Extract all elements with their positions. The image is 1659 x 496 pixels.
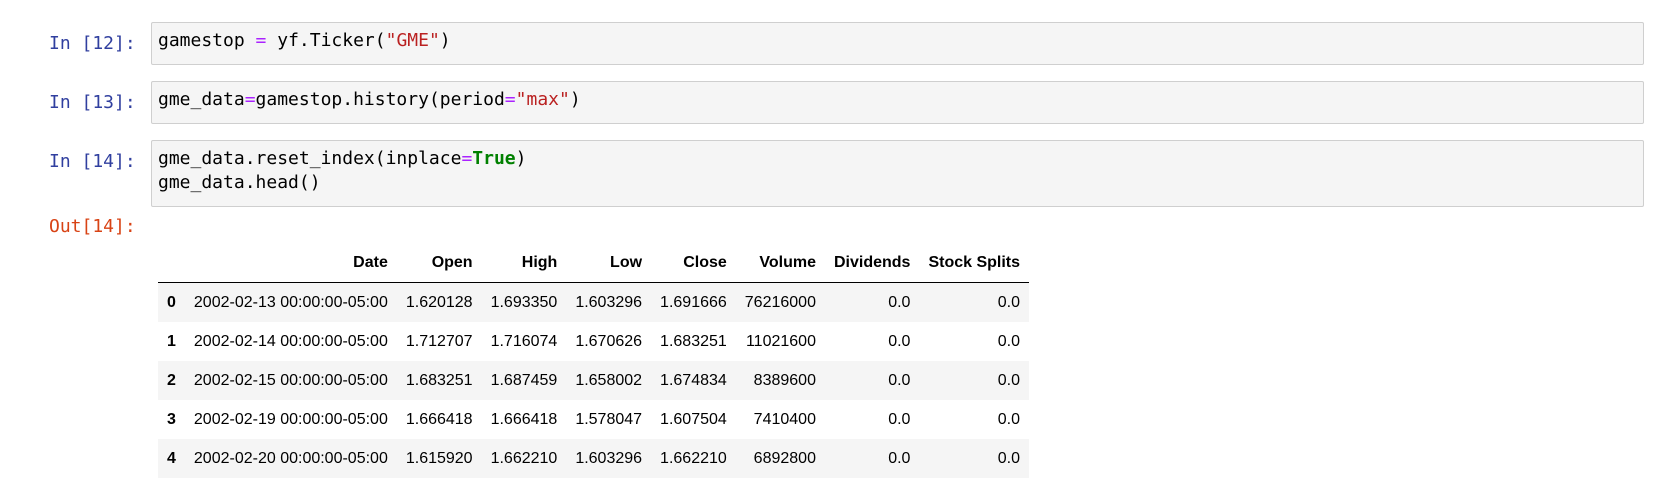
dataframe-output: Date Open High Low Close Volume Dividend…: [158, 244, 1030, 478]
cell-dividends: 0.0: [888, 449, 911, 467]
column-header-stock-splits: Stock Splits: [919, 244, 1030, 283]
input-prompt: In [13]:: [49, 92, 136, 113]
cell-stock-splits: 0.0: [997, 410, 1021, 428]
string-token: "max": [515, 89, 570, 110]
cell-open: 1.712707: [405, 332, 473, 350]
cell-low: 1.658002: [575, 371, 643, 389]
row-index: 0: [167, 293, 176, 311]
keyword-token: True: [472, 148, 516, 169]
cell-stock-splits: 0.0: [997, 332, 1021, 350]
input-prompt: In [14]:: [49, 151, 136, 172]
cell-volume: 8389600: [753, 371, 816, 389]
code-token: gme_data.reset_index(inplace: [158, 148, 462, 169]
cell-volume: 11021600: [745, 332, 816, 350]
column-header-low: Low: [566, 244, 652, 283]
cell-high: 1.662210: [490, 449, 558, 467]
code-input[interactable]: gamestop = yf.Ticker("GME"): [151, 22, 1644, 65]
cell-date: 2002-02-19 00:00:00-05:00: [193, 410, 388, 428]
code-line: gme_data.reset_index(inplace=True): [158, 147, 1637, 171]
cell-open: 1.683251: [405, 371, 473, 389]
code-token: yf.Ticker(: [266, 30, 386, 51]
column-header-dividends: Dividends: [824, 244, 920, 283]
code-line: gamestop = yf.Ticker("GME"): [158, 29, 1637, 53]
cell-date: 2002-02-14 00:00:00-05:00: [193, 332, 388, 350]
cell-high: 1.716074: [490, 332, 558, 350]
cell-date: 2002-02-13 00:00:00-05:00: [193, 293, 388, 311]
cell-stock-splits: 0.0: [997, 449, 1021, 467]
cell-stock-splits: 0.0: [997, 371, 1021, 389]
cell-volume: 76216000: [744, 293, 816, 311]
string-token: "GME": [385, 30, 440, 51]
code-token: ): [569, 89, 581, 110]
row-index: 1: [167, 332, 176, 350]
table-row: 2 2002-02-15 00:00:00-05:00 1.683251 1.6…: [158, 361, 1030, 400]
row-index: 3: [167, 410, 176, 428]
code-input[interactable]: gme_data=gamestop.history(period="max"): [151, 81, 1644, 124]
code-line: gme_data.head(): [158, 171, 1637, 195]
table-row: 4 2002-02-20 00:00:00-05:00 1.615920 1.6…: [158, 439, 1030, 478]
column-header-volume: Volume: [735, 244, 825, 283]
cell-high: 1.687459: [490, 371, 558, 389]
index-header: [158, 244, 185, 283]
cell-low: 1.603296: [575, 293, 643, 311]
operator-token: =: [461, 148, 473, 169]
column-header-high: High: [481, 244, 567, 283]
cell-stock-splits: 0.0: [997, 293, 1021, 311]
code-token: ): [439, 30, 451, 51]
operator-token: =: [255, 30, 267, 51]
cell-dividends: 0.0: [888, 410, 911, 428]
cell-close: 1.662210: [660, 449, 727, 467]
operator-token: =: [504, 89, 516, 110]
cell-close: 1.691666: [660, 293, 727, 311]
code-token: gamestop: [158, 30, 256, 51]
code-input[interactable]: gme_data.reset_index(inplace=True) gme_d…: [151, 140, 1644, 207]
cell-volume: 6892800: [753, 449, 816, 467]
column-header-close: Close: [651, 244, 736, 283]
cell-low: 1.603296: [575, 449, 643, 467]
column-header-open: Open: [396, 244, 482, 283]
cell-date: 2002-02-20 00:00:00-05:00: [193, 449, 388, 467]
output-prompt: Out[14]:: [49, 216, 136, 237]
table-row: 1 2002-02-14 00:00:00-05:00 1.712707 1.7…: [158, 322, 1030, 361]
code-token: ): [515, 148, 527, 169]
cell-high: 1.666418: [490, 410, 558, 428]
code-token: gme_data: [158, 89, 245, 110]
cell-low: 1.670626: [575, 332, 643, 350]
cell-close: 1.674834: [660, 371, 727, 389]
column-header-date: Date: [184, 244, 397, 283]
cell-dividends: 0.0: [888, 293, 911, 311]
cell-dividends: 0.0: [888, 332, 911, 350]
cell-volume: 7410400: [753, 410, 816, 428]
code-line: gme_data=gamestop.history(period="max"): [158, 88, 1637, 112]
cell-high: 1.693350: [490, 293, 558, 311]
cell-low: 1.578047: [575, 410, 643, 428]
code-token: gamestop.history(period: [255, 89, 505, 110]
cell-date: 2002-02-15 00:00:00-05:00: [193, 371, 388, 389]
cell-dividends: 0.0: [888, 371, 911, 389]
row-index: 4: [167, 449, 176, 467]
cell-open: 1.666418: [405, 410, 473, 428]
cell-close: 1.683251: [660, 332, 727, 350]
row-index: 2: [167, 371, 176, 389]
table-header-row: Date Open High Low Close Volume Dividend…: [158, 244, 1030, 283]
code-token: gme_data.head(): [158, 172, 321, 193]
input-prompt: In [12]:: [49, 33, 136, 54]
cell-open: 1.620128: [405, 293, 473, 311]
cell-open: 1.615920: [405, 449, 473, 467]
table-row: 3 2002-02-19 00:00:00-05:00 1.666418 1.6…: [158, 400, 1030, 439]
table-row: 0 2002-02-13 00:00:00-05:00 1.620128 1.6…: [158, 282, 1030, 322]
operator-token: =: [244, 89, 256, 110]
cell-close: 1.607504: [660, 410, 727, 428]
